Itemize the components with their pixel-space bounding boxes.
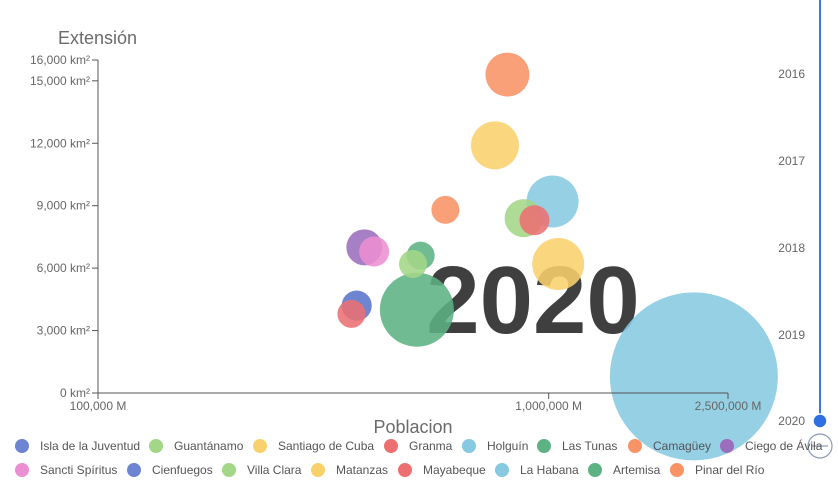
legend-item[interactable]: Villa Clara [222,463,302,477]
legend-item[interactable]: Holguín [462,439,528,453]
x-tick-label: 2,500,000 M [695,399,762,413]
legend-marker [628,439,642,453]
axes: 0 km² 3,000 km² 6,000 km² 9,000 km² 12,000 k… [30,53,761,413]
legend-marker [311,463,325,477]
bubble-artemisa[interactable]: Artemisa [379,272,454,347]
y-tick-label: 15,000 km² [30,74,90,88]
legend-item[interactable]: Isla de la Juventud [15,439,140,453]
timeline-year-label[interactable]: 2016 [778,67,805,81]
legend-marker [588,463,602,477]
bubbles: La Habana Artemisa Santiago de Cuba Holguín… [337,52,778,461]
bubble-villa-clara[interactable]: Villa Clara [399,249,427,278]
legend-marker [15,463,29,477]
legend-label: Matanzas [336,463,388,477]
bubble-mayabeque[interactable]: Mayabeque [337,299,366,328]
y-tick-label: 6,000 km² [37,261,90,275]
bubble-matanzas[interactable]: Matanzas [470,121,519,170]
bubble-granma[interactable]: Granma [519,205,550,236]
timeline-year-label[interactable]: 2019 [778,328,805,342]
legend-item[interactable]: Cienfuegos [127,463,213,477]
legend-label: Pinar del Río [695,463,765,477]
legend-item[interactable]: Guantánamo [149,439,244,453]
legend-label: Sancti Spíritus [40,463,117,477]
legend-item[interactable]: La Habana [495,463,579,477]
legend-marker [15,439,29,453]
legend-marker [384,439,398,453]
legend-label: Holguín [487,439,528,453]
legend-item[interactable]: Ciego de Ávila [720,438,823,453]
legend-label: Isla de la Juventud [40,439,140,453]
legend-label: Guantánamo [174,439,244,453]
legend-label: Villa Clara [247,463,302,477]
legend-label: Cienfuegos [152,463,213,477]
timeline-year-label[interactable]: 2017 [778,154,805,168]
legend-marker [537,439,551,453]
legend-label: La Habana [520,463,579,477]
bubble-santiago-de-cuba[interactable]: Santiago de Cuba [532,237,585,290]
legend-label: Las Tunas [562,439,617,453]
x-tick-label: 100,000 M [70,399,127,413]
legend-item[interactable]: Santiago de Cuba [253,439,374,453]
bubble-sancti-sp-ritus[interactable]: Sancti Spíritus [359,236,390,267]
legend-marker [398,463,412,477]
y-tick-label: 3,000 km² [37,324,90,338]
timeline-year-label[interactable]: 2018 [778,241,805,255]
legend-item[interactable]: Las Tunas [537,439,617,453]
x-tick-label: 1,000,000 M [515,399,582,413]
legend-item[interactable]: Matanzas [311,463,388,477]
x-axis-title: Poblacion [373,417,452,437]
legend-marker [222,463,236,477]
bubble-la-habana[interactable]: La Habana [609,292,778,461]
legend-item[interactable]: Camagüey [628,439,711,453]
y-tick-label: 9,000 km² [37,199,90,213]
legend-item[interactable]: Sancti Spíritus [15,463,117,477]
timeline-year-label[interactable]: 2020 [778,414,805,428]
legend-item[interactable]: Artemisa [588,463,661,477]
legend-label: Santiago de Cuba [278,439,374,453]
legend-marker [720,439,734,453]
legend-marker [495,463,509,477]
y-tick-label: 0 km² [60,386,90,400]
y-axis-title: Extensión [58,28,137,48]
legend-label: Granma [409,439,453,453]
legend-label: Mayabeque [423,463,486,477]
year-timeline[interactable]: 2016 2017 2018 2019 2020 [778,0,833,459]
y-tick-label: 16,000 km² [30,53,90,67]
legend-label: Ciego de Ávila [745,438,823,453]
legend: Isla de la Juventud Guantánamo Santiago de… [15,438,823,477]
legend-marker [127,463,141,477]
legend-marker [253,439,267,453]
bubble-pinar-del-r-o[interactable]: Pinar del Río [485,52,530,97]
legend-marker [149,439,163,453]
y-tick-label: 12,000 km² [30,136,90,150]
legend-marker [462,439,476,453]
legend-item[interactable]: Pinar del Río [670,463,765,477]
legend-item[interactable]: Mayabeque [398,463,486,477]
timeline-handle[interactable] [812,413,828,429]
legend-label: Camagüey [653,439,711,453]
legend-marker [670,463,684,477]
bubble-camag-ey[interactable]: Camagüey [431,195,460,224]
legend-item[interactable]: Granma [384,439,453,453]
legend-label: Artemisa [613,463,661,477]
